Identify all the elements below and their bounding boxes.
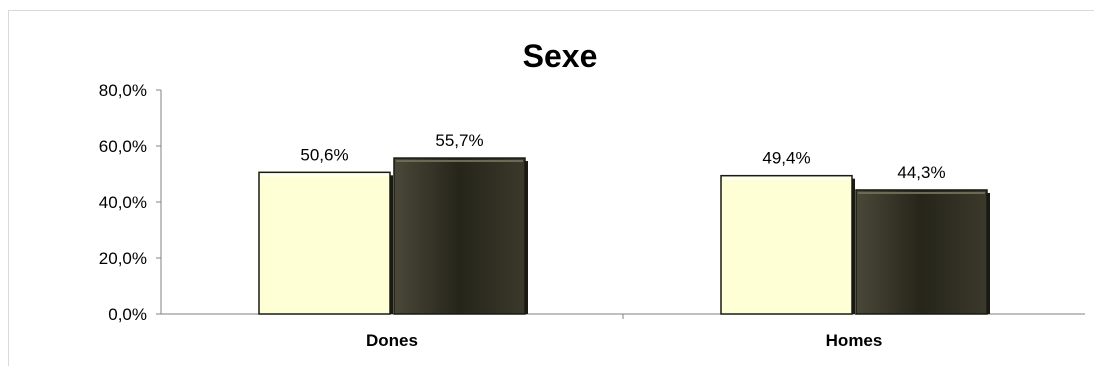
data-label: 55,7%	[435, 131, 483, 150]
bar-homes-series-1	[720, 174, 853, 315]
chart-title: Sexe	[523, 38, 598, 74]
data-label: 49,4%	[762, 149, 810, 168]
bar-dones-series-1	[258, 171, 391, 315]
y-tick-label: 60,0%	[99, 137, 147, 156]
y-tick-label: 20,0%	[99, 249, 147, 268]
chart-frame	[8, 10, 1094, 366]
y-tick-label: 80,0%	[99, 81, 147, 100]
bar-dones-series-2	[393, 157, 526, 315]
bar-homes-series-2	[855, 189, 988, 315]
data-label: 44,3%	[897, 163, 945, 182]
y-tick-label: 40,0%	[99, 193, 147, 212]
category-label: Dones	[366, 331, 418, 350]
category-label: Homes	[826, 331, 883, 350]
y-tick-label: 0,0%	[108, 305, 147, 324]
data-label: 50,6%	[300, 145, 348, 164]
